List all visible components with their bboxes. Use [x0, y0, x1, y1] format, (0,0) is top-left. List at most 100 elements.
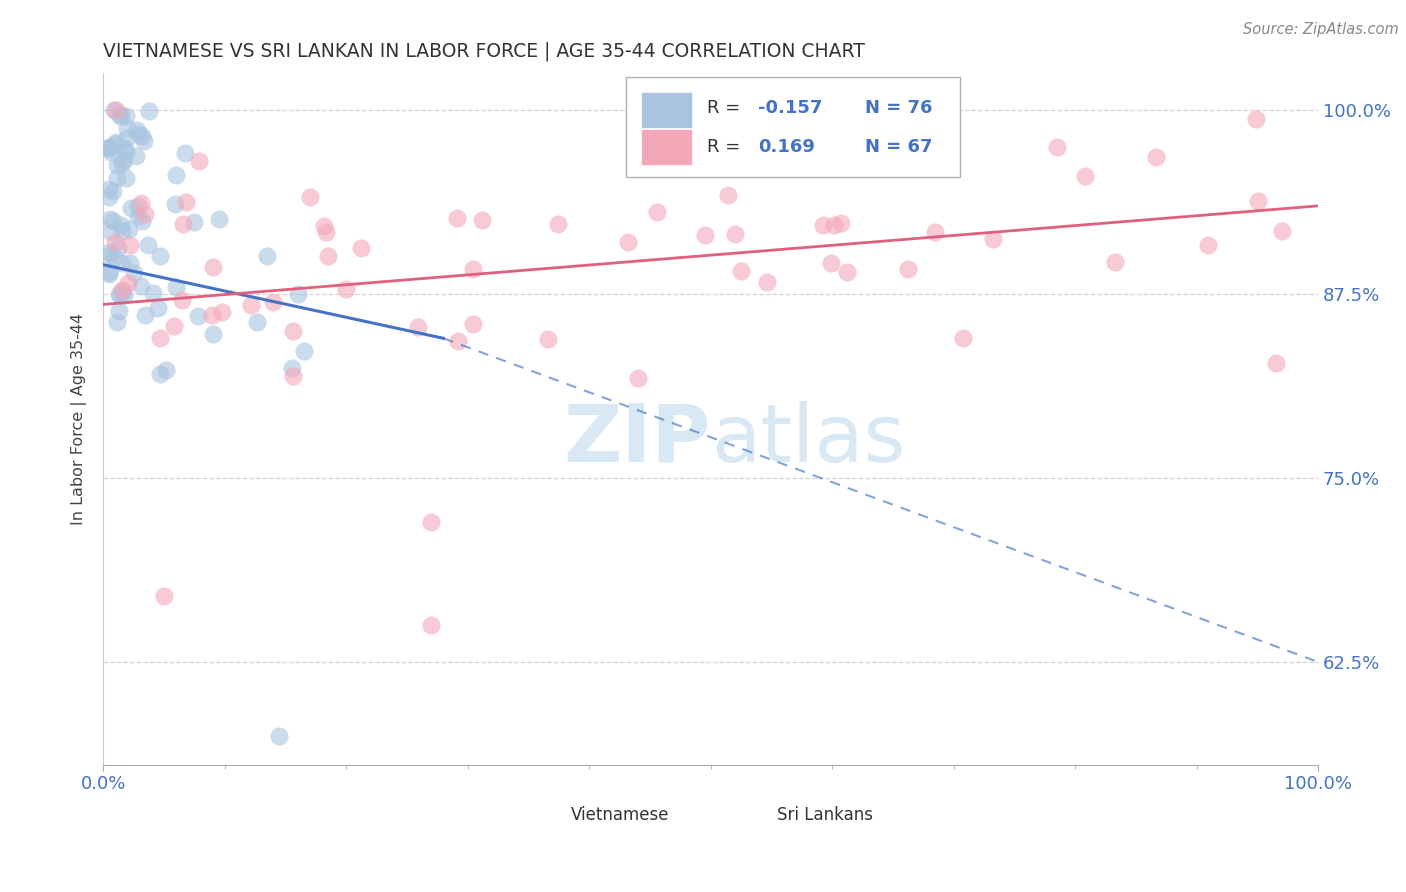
Point: [730, 264, 752, 278]
Point: [165, 197, 187, 211]
Point: [108, 304, 131, 318]
Point: [98, 211, 121, 226]
Point: [537, 332, 560, 346]
Point: [111, 283, 134, 297]
Point: [105, 171, 128, 186]
Point: [104, 103, 127, 118]
Point: [117, 120, 139, 135]
Point: [128, 128, 150, 142]
Point: [183, 215, 205, 229]
Point: [447, 334, 470, 348]
Point: [101, 214, 124, 228]
Point: [125, 149, 148, 163]
Point: [420, 618, 443, 632]
Point: [163, 318, 186, 333]
Point: [110, 108, 132, 122]
FancyBboxPatch shape: [641, 92, 692, 128]
FancyBboxPatch shape: [626, 77, 960, 178]
Point: [471, 212, 494, 227]
Text: ZIP: ZIP: [564, 401, 710, 479]
Point: [1244, 112, 1267, 126]
Point: [98, 141, 121, 155]
Point: [153, 589, 176, 603]
Point: [114, 144, 136, 158]
Point: [120, 201, 142, 215]
Point: [98, 265, 121, 279]
Point: [104, 235, 127, 249]
Point: [105, 315, 128, 329]
Point: [165, 280, 187, 294]
Point: [335, 282, 357, 296]
Point: [122, 266, 145, 280]
Point: [131, 214, 153, 228]
Point: [981, 232, 1004, 246]
Point: [645, 204, 668, 219]
Point: [461, 317, 484, 331]
Point: [299, 190, 322, 204]
Point: [129, 279, 152, 293]
Point: [173, 145, 195, 160]
Point: [108, 288, 131, 302]
Point: [188, 154, 211, 169]
Text: N = 76: N = 76: [865, 99, 932, 117]
Text: Sri Lankans: Sri Lankans: [778, 805, 873, 824]
Point: [149, 249, 172, 263]
Point: [155, 363, 177, 377]
Point: [315, 225, 337, 239]
Point: [446, 211, 468, 226]
Point: [120, 238, 142, 252]
Point: [463, 262, 485, 277]
Point: [547, 217, 569, 231]
Point: [174, 194, 197, 209]
Point: [112, 153, 135, 167]
Y-axis label: In Labor Force | Age 35-44: In Labor Force | Age 35-44: [72, 313, 87, 525]
Point: [98, 190, 121, 204]
Point: [98, 248, 121, 262]
Point: [112, 141, 135, 155]
Point: [129, 196, 152, 211]
Point: [100, 145, 122, 159]
Point: [110, 156, 132, 170]
Text: R =: R =: [707, 138, 747, 156]
Point: [693, 227, 716, 242]
Point: [111, 255, 134, 269]
Point: [1144, 150, 1167, 164]
Point: [125, 123, 148, 137]
Point: [172, 217, 194, 231]
Point: [108, 109, 131, 123]
Point: [98, 140, 121, 154]
Point: [724, 227, 747, 241]
Point: [1265, 356, 1288, 370]
Point: [717, 187, 740, 202]
Point: [1197, 238, 1219, 252]
Point: [952, 331, 974, 345]
Text: -0.157: -0.157: [758, 99, 823, 117]
Point: [127, 199, 149, 213]
Point: [281, 325, 304, 339]
Point: [110, 218, 132, 232]
Text: 0.169: 0.169: [758, 138, 815, 156]
Point: [1074, 169, 1097, 184]
Point: [127, 210, 149, 224]
Point: [811, 218, 834, 232]
Point: [1271, 225, 1294, 239]
Point: [101, 184, 124, 198]
FancyBboxPatch shape: [727, 803, 770, 827]
Point: [314, 219, 336, 233]
Point: [131, 129, 153, 144]
Point: [823, 218, 845, 232]
FancyBboxPatch shape: [641, 129, 692, 165]
Point: [108, 287, 131, 301]
Point: [281, 361, 304, 376]
Point: [134, 134, 156, 148]
Point: [115, 131, 138, 145]
Point: [111, 224, 134, 238]
Point: [107, 241, 129, 255]
Point: [240, 298, 263, 312]
Point: [246, 315, 269, 329]
Point: [134, 308, 156, 322]
Point: [292, 343, 315, 358]
Point: [149, 331, 172, 345]
Point: [281, 369, 304, 384]
Point: [269, 729, 291, 743]
